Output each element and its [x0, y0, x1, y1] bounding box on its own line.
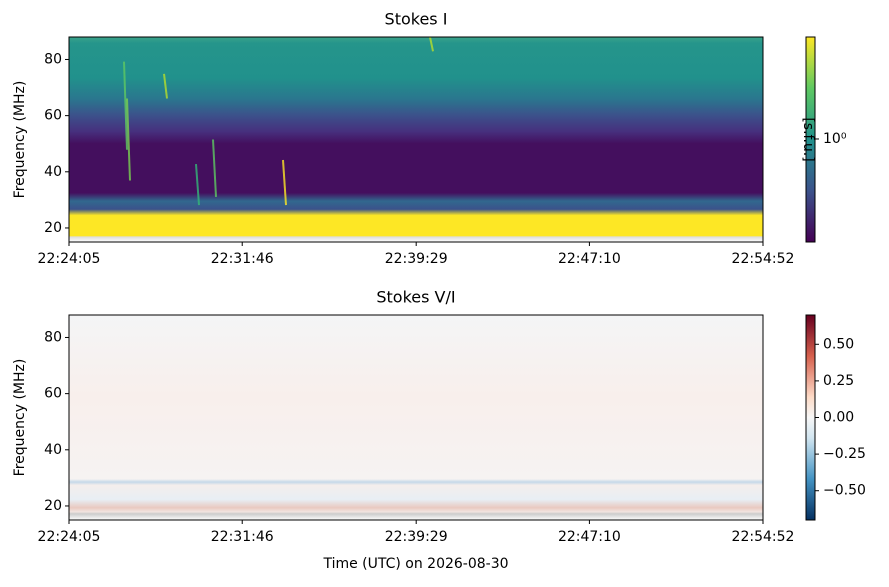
x-tick-label: 22:31:46: [211, 251, 274, 267]
colorbar: [805, 36, 816, 243]
y-tick-label: 20: [44, 498, 62, 514]
burst-streak: [282, 159, 287, 206]
plot-title: Stokes I: [385, 10, 448, 29]
colorbar-tick-label: −0.50: [823, 483, 866, 499]
y-tick-label: 20: [44, 220, 62, 236]
burst-streak: [123, 61, 128, 150]
spectrogram: [69, 37, 763, 242]
plot-title: Stokes V/I: [376, 288, 455, 307]
colorbar-tick-label: 0.00: [823, 410, 854, 426]
colorbar-tick-label: 0.50: [823, 336, 854, 352]
x-tick-label: 22:39:29: [385, 251, 448, 267]
x-tick-label: 22:31:46: [211, 529, 274, 545]
burst-streak: [195, 164, 200, 206]
colorbar-tick-label: −0.25: [823, 446, 866, 462]
colorbar-tick-label: 0.25: [823, 373, 854, 389]
y-tick-label: 80: [44, 51, 62, 67]
burst-streak: [126, 98, 131, 181]
x-tick-label: 22:54:52: [732, 251, 795, 267]
y-tick-label: 60: [44, 108, 62, 124]
y-tick-label: 40: [44, 442, 62, 458]
y-tick-label: 40: [44, 164, 62, 180]
colorbar-tick-label: 10⁰: [823, 131, 847, 147]
x-tick-label: 22:47:10: [558, 529, 621, 545]
colorbar: [805, 314, 816, 521]
x-axis-label: Time (UTC) on 2026-08-30: [322, 556, 508, 572]
y-tick-label: 80: [44, 329, 62, 345]
x-tick-label: 22:47:10: [558, 251, 621, 267]
y-axis-label: Frequency (MHz): [12, 81, 28, 199]
burst-streak: [429, 36, 434, 52]
y-tick-label: 60: [44, 386, 62, 402]
x-tick-label: 22:24:05: [38, 251, 101, 267]
burst-streak: [212, 139, 217, 197]
spectrogram: [69, 315, 763, 520]
x-tick-label: 22:39:29: [385, 529, 448, 545]
y-axis-label: Frequency (MHz): [12, 359, 28, 477]
burst-streak: [163, 73, 168, 99]
x-tick-label: 22:54:52: [732, 529, 795, 545]
colorbar-label: [s.f.u.]: [800, 117, 816, 161]
x-tick-label: 22:24:05: [38, 529, 101, 545]
